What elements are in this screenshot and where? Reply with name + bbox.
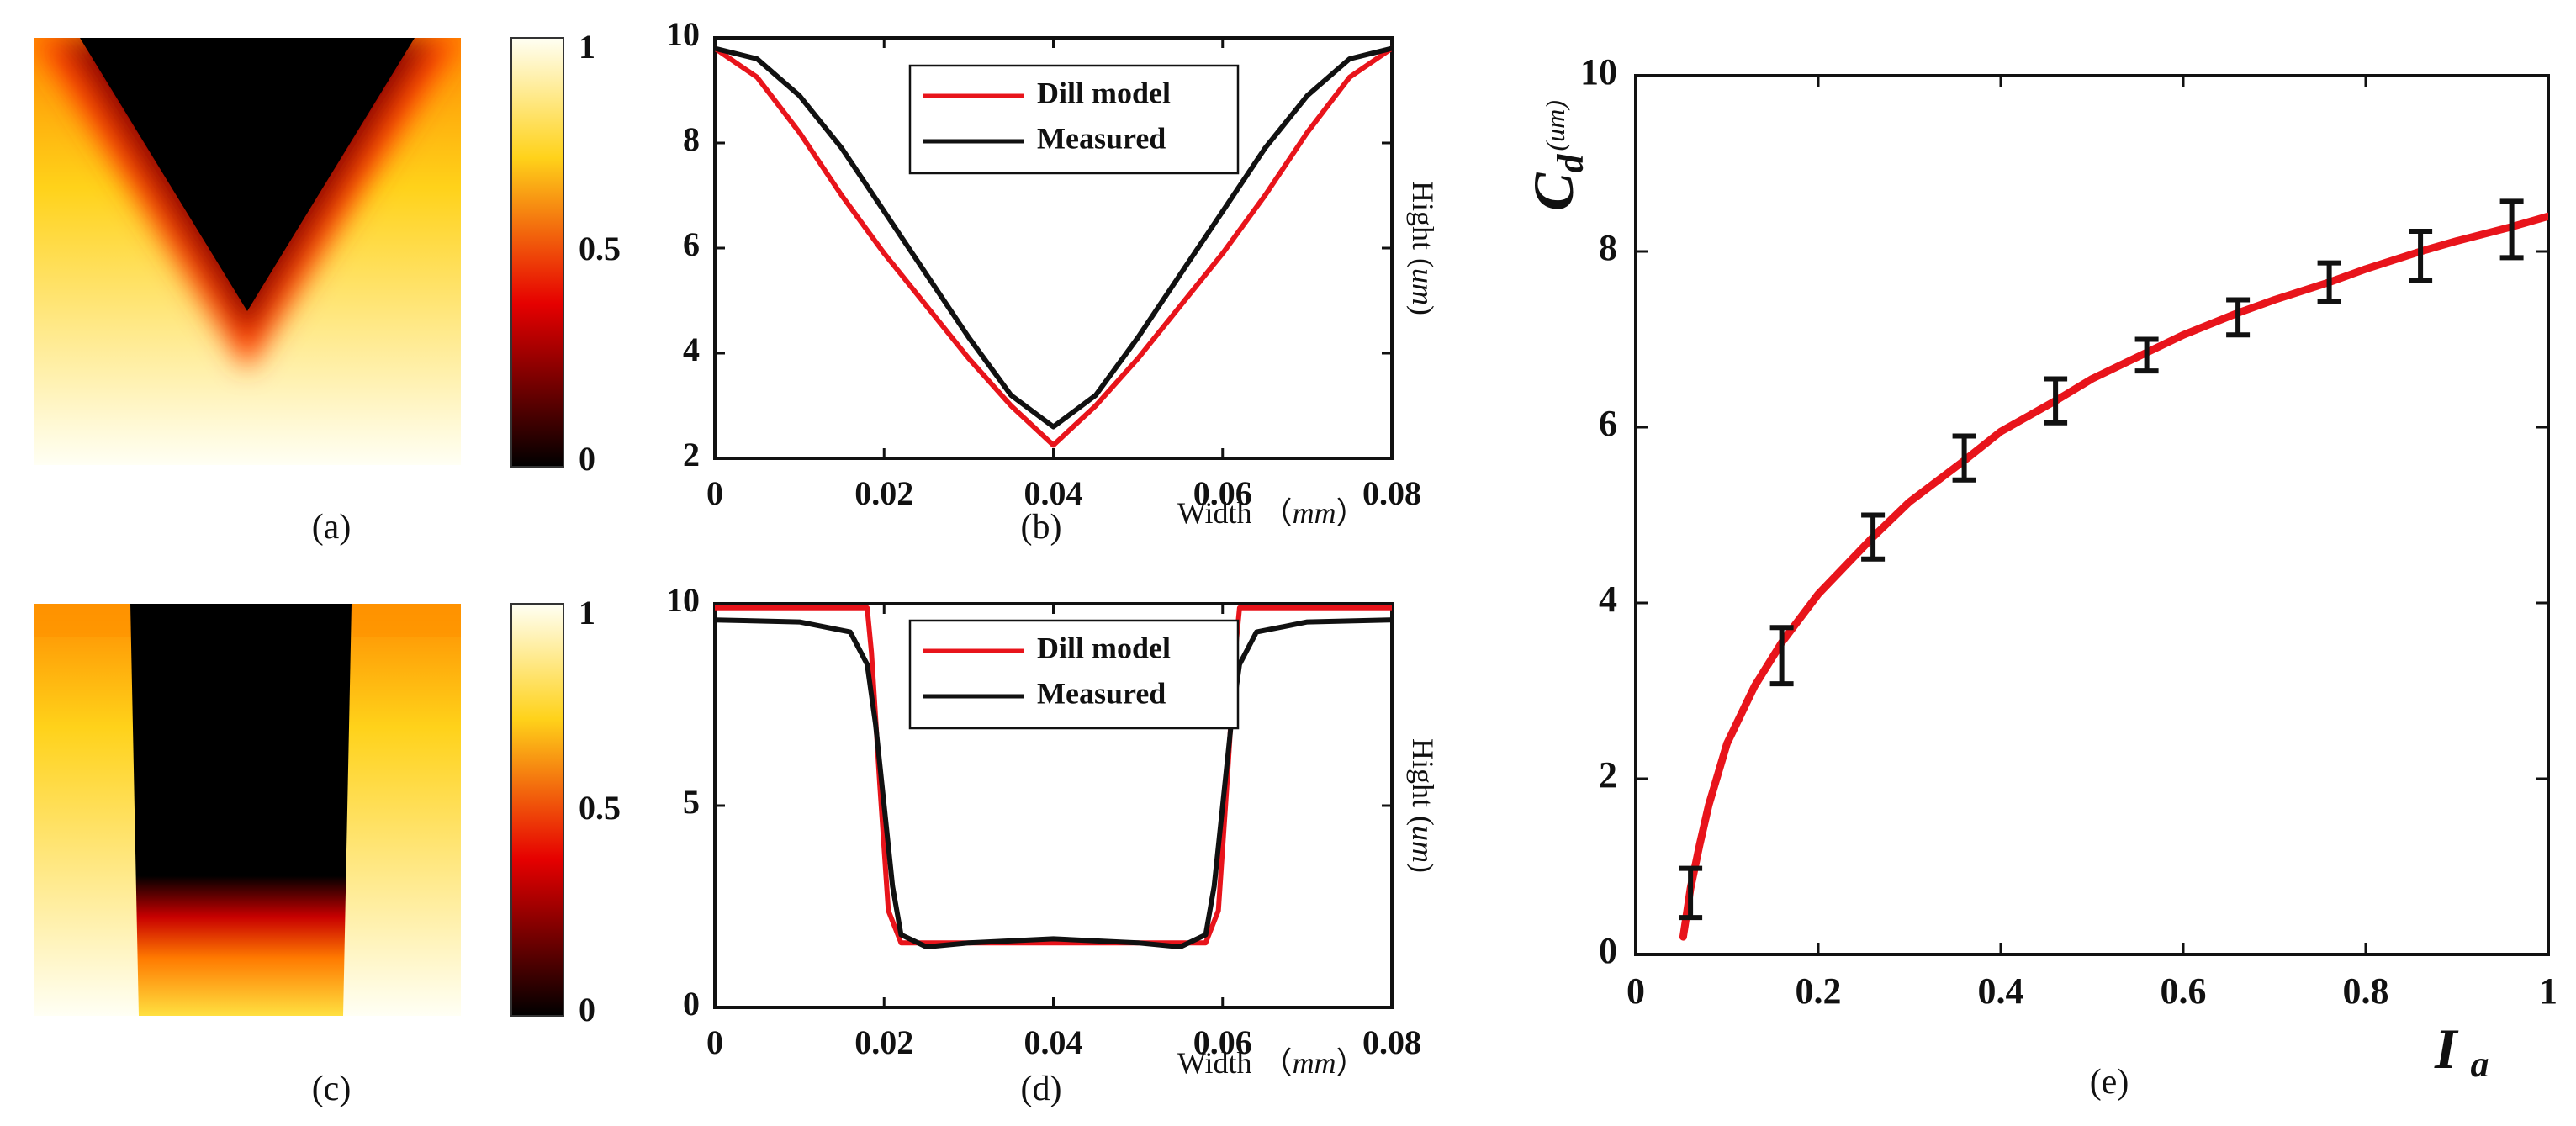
colorbar-c-tick-05: 0.5 xyxy=(579,789,621,827)
x-tick-label-e: 0 xyxy=(1627,970,1645,1012)
ylabel-b-unit: um xyxy=(1406,268,1440,305)
x-tick-label-e: 0.6 xyxy=(2161,970,2207,1012)
ylabel-e: Cd (um) xyxy=(1521,100,1591,211)
x-tick-label-b: 0.06 xyxy=(1193,474,1252,512)
y-tick-label-b: 6 xyxy=(683,225,700,263)
x-tick-label-d: 0.08 xyxy=(1362,1023,1421,1061)
x-ticks-e: 0 0.2 0.4 0.6 0.8 1 xyxy=(1627,76,2557,1012)
fit-line-e xyxy=(1679,212,2548,941)
x-ticks-b: 0 0.02 0.04 0.06 0.08 xyxy=(706,38,1421,512)
y-tick-label-e: 8 xyxy=(1599,227,1617,268)
x-tick-label-e: 1 xyxy=(2539,970,2557,1012)
y-tick-label-e: 4 xyxy=(1599,579,1617,620)
colorbar-c-tick-0: 0 xyxy=(579,991,595,1028)
x-tick-label-b: 0.02 xyxy=(854,474,913,512)
heatmap-c xyxy=(34,604,461,1016)
x-tick-label-b: 0 xyxy=(706,474,723,512)
colorbar-c xyxy=(510,603,564,1017)
series-line-b-dill-model xyxy=(715,45,1392,448)
y-ticks-d: 10 5 0 xyxy=(666,581,1392,1023)
y-tick-label-b: 4 xyxy=(683,330,700,368)
series-b xyxy=(715,45,1392,448)
y-tick-label-b: 8 xyxy=(683,120,700,158)
colorbar-a-tick-0: 0 xyxy=(579,440,595,478)
error-bar-point xyxy=(1769,625,1794,687)
data-points-e xyxy=(1679,198,2524,921)
error-bar-point xyxy=(2134,336,2159,374)
ylabel-b-text: Hight xyxy=(1406,181,1440,250)
error-bar-point xyxy=(2226,297,2251,338)
ylabel-d-text: Hight xyxy=(1406,738,1440,807)
error-bar-point xyxy=(2499,198,2524,261)
fit-curve-e xyxy=(1679,212,2548,941)
y-tick-label-e: 2 xyxy=(1599,754,1617,796)
panel-label-d: (d) xyxy=(1021,1070,1062,1108)
xlabel-b-text: Width xyxy=(1177,496,1252,530)
y-tick-label-b: 10 xyxy=(666,15,700,53)
xlabel-e-main: I xyxy=(2434,1017,2459,1081)
xlabel-d-unit: mm xyxy=(1293,1046,1336,1080)
series-line-b-measured xyxy=(715,45,1392,430)
y-tick-label-e: 10 xyxy=(1580,51,1617,93)
plot-area-e xyxy=(1634,74,2550,956)
xlabel-b-unit: mm xyxy=(1293,496,1336,530)
x-tick-label-e: 0.2 xyxy=(1796,970,1842,1012)
x-tick-label-d: 0 xyxy=(706,1023,723,1061)
ylabel-e-unit: (um) xyxy=(1540,100,1570,151)
x-tick-label-e: 0.8 xyxy=(2343,970,2389,1012)
ylabel-e-main: C xyxy=(1521,172,1585,211)
y-tick-label-b: 2 xyxy=(683,436,700,473)
panel-label-a: (a) xyxy=(312,508,352,547)
x-tick-label-d: 0.06 xyxy=(1193,1023,1252,1061)
legend-b-label-dill: Dill model xyxy=(1037,76,1171,109)
xlabel-e-sub: a xyxy=(2470,1044,2489,1085)
ylabel-e-sub: d xyxy=(1550,154,1591,173)
chart-d: 0 0.02 0.04 0.06 0.08 10 5 0 Dill model Measur… xyxy=(666,581,1440,1108)
y-ticks-b: 10 8 6 4 2 xyxy=(666,15,1392,473)
y-ticks-e: 10 8 6 4 2 0 xyxy=(1580,51,2548,971)
legend-b-box xyxy=(908,64,1240,175)
colorbar-a xyxy=(510,37,564,468)
y-tick-label-d: 0 xyxy=(683,985,700,1023)
y-tick-label-e: 6 xyxy=(1599,403,1617,444)
panel-label-c: (c) xyxy=(312,1070,352,1108)
colorbar-a-tick-1: 1 xyxy=(579,28,595,66)
xlabel-b: Width （mm） xyxy=(1177,496,1367,530)
error-bar-point xyxy=(1952,433,1976,483)
x-tick-label-e: 0.4 xyxy=(1978,970,2024,1012)
legend-b: Dill model Measured xyxy=(908,64,1240,175)
panel-label-b: (b) xyxy=(1021,508,1062,547)
ylabel-d-unit: um xyxy=(1406,826,1440,863)
xlabel-d-text: Width xyxy=(1177,1046,1252,1080)
error-bar-point xyxy=(1679,865,1703,921)
y-tick-label-d: 5 xyxy=(683,783,700,821)
error-bar-point xyxy=(2317,260,2341,304)
legend-b-label-measured: Measured xyxy=(1037,121,1166,155)
legend-d-label-dill: Dill model xyxy=(1037,631,1171,664)
error-bar-point xyxy=(2409,228,2433,283)
x-tick-label-d: 0.02 xyxy=(854,1023,913,1061)
y-tick-label-d: 10 xyxy=(666,581,700,619)
ylabel-b: Hight(um) xyxy=(1406,181,1440,315)
xlabel-d: Width （mm） xyxy=(1177,1046,1367,1080)
x-tick-label-b: 0.04 xyxy=(1024,474,1083,512)
legend-d-label-measured: Measured xyxy=(1037,676,1166,710)
colorbar-c-tick-1: 1 xyxy=(579,594,595,632)
heatmap-a xyxy=(34,38,461,465)
legend-d-box xyxy=(908,619,1240,730)
y-tick-label-e: 0 xyxy=(1599,930,1617,971)
panel-label-e: (e) xyxy=(2090,1063,2129,1102)
x-tick-label-b: 0.08 xyxy=(1362,474,1421,512)
x-ticks-d: 0 0.02 0.04 0.06 0.08 xyxy=(706,604,1421,1061)
chart-b: 0 0.02 0.04 0.06 0.08 10 8 6 4 2 Dill model Meas… xyxy=(666,15,1440,547)
error-bar-point xyxy=(2044,376,2068,426)
x-tick-label-d: 0.04 xyxy=(1024,1023,1083,1061)
error-bar-point xyxy=(1861,512,1886,562)
colorbar-a-tick-05: 0.5 xyxy=(579,230,621,267)
ylabel-d: Hight(um) xyxy=(1406,738,1440,873)
legend-d: Dill model Measured xyxy=(908,619,1240,730)
